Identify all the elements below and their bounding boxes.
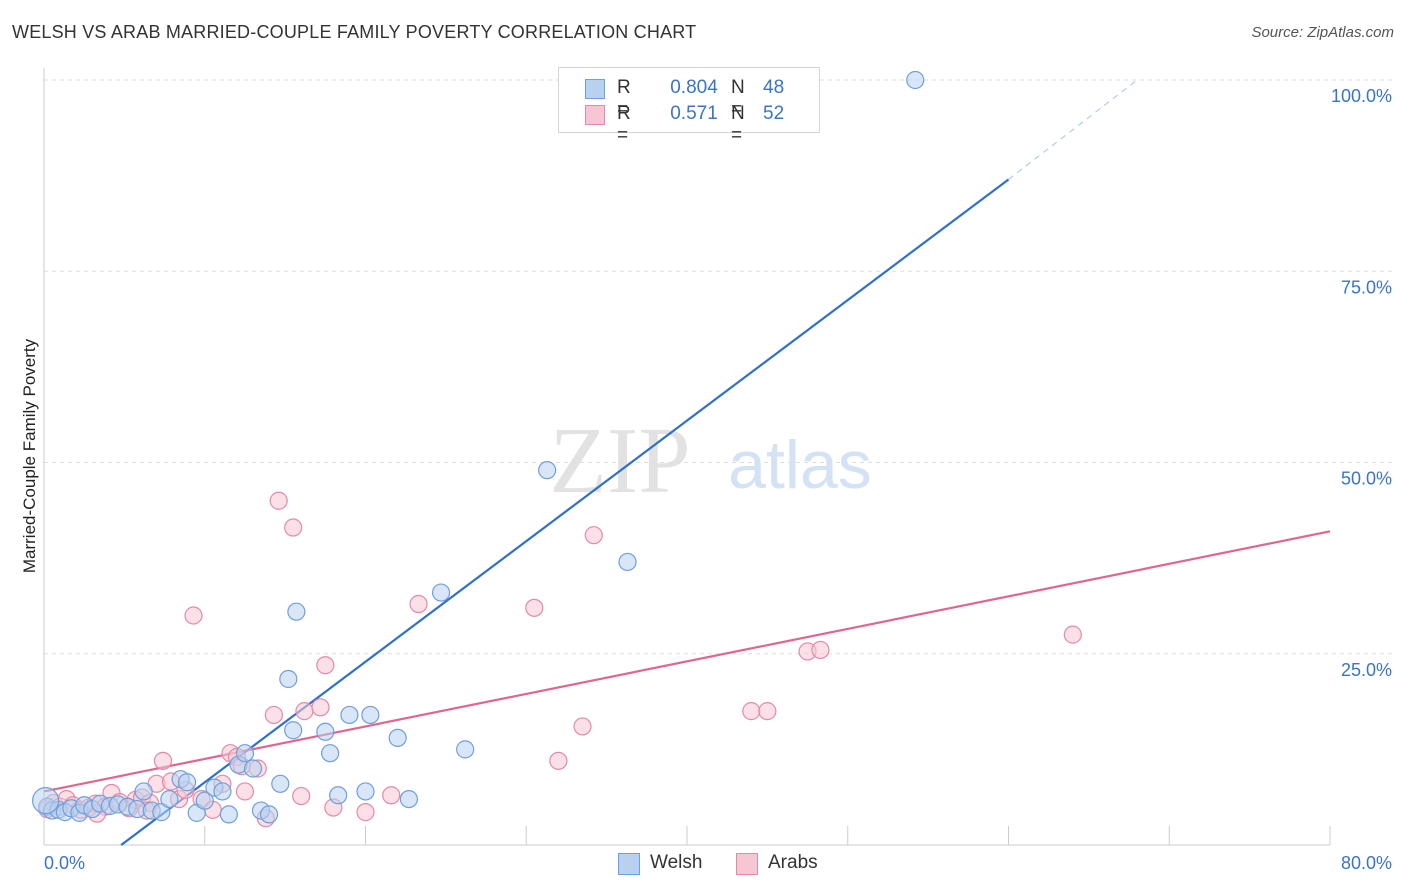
watermark-atlas: atlas [728, 427, 872, 503]
arabs-point [284, 518, 303, 537]
welsh-point [195, 791, 214, 810]
tick-labels: 25.0% 50.0% 75.0% 100.0% 0.0% 80.0% [44, 86, 1392, 873]
welsh-point [152, 803, 171, 822]
welsh-point [316, 722, 335, 741]
welsh-point [456, 740, 475, 759]
arabs-point [356, 803, 375, 822]
welsh-point [284, 721, 303, 740]
y-tick-label: 25.0% [1341, 660, 1392, 680]
welsh-point [361, 705, 380, 725]
arabs-point [295, 702, 314, 721]
arabs-point [264, 705, 283, 725]
watermark: ZIP atlas [550, 409, 872, 513]
welsh-point [287, 602, 306, 621]
welsh-point [235, 744, 255, 763]
arabs-point [742, 702, 761, 721]
arabs-r-value: 0.571 [670, 103, 718, 124]
arabs-point [525, 598, 544, 617]
welsh-point [388, 728, 407, 748]
arabs-point [311, 698, 330, 717]
arabs-point [292, 786, 311, 806]
welsh-point [134, 782, 153, 801]
arabs-point [573, 717, 592, 736]
arabs-point [584, 526, 603, 545]
welsh-r-value: 0.804 [670, 77, 718, 98]
axes [43, 68, 1331, 846]
arabs-point [811, 640, 830, 660]
welsh-point [538, 461, 557, 480]
welsh-point [279, 669, 298, 689]
arabs-point [409, 594, 428, 614]
trend-lines [43, 79, 1331, 846]
chart-title: WELSH VS ARAB MARRIED-COUPLE FAMILY POVE… [12, 22, 697, 42]
welsh-point [340, 705, 359, 725]
arabs-swatch [585, 105, 605, 125]
welsh-trend-extension [1008, 79, 1138, 180]
welsh-point [219, 805, 238, 824]
welsh-point [431, 583, 451, 602]
y-tick-label: 75.0% [1341, 277, 1392, 297]
welsh-point [177, 773, 197, 792]
welsh-point [271, 774, 290, 793]
x-tick-label: 0.0% [44, 853, 85, 873]
welsh-point [399, 789, 419, 809]
arabs-n-value: 52 [763, 103, 785, 124]
y-tick-label: 100.0% [1331, 86, 1392, 106]
welsh-legend-label: Welsh [650, 852, 703, 873]
arabs-n-label: N = [731, 103, 745, 146]
gridlines [44, 79, 1392, 655]
welsh-point [243, 759, 263, 778]
y-tick-label: 50.0% [1341, 469, 1392, 489]
arabs-trend-line [43, 530, 1331, 793]
arabs-legend-label: Arabs [768, 852, 818, 873]
arabs-r-label: R = [617, 103, 631, 146]
arabs-legend-swatch [736, 853, 758, 875]
welsh-point [160, 789, 179, 809]
welsh-point [356, 782, 375, 801]
arabs-point [153, 751, 173, 770]
arabs-point [269, 491, 288, 510]
y-axis-label: Married-Couple Family Poverty [20, 338, 39, 574]
welsh-n-value: 48 [763, 77, 785, 98]
stats-legend: R = 0.804 N = 48 R = 0.571 N = 52 [558, 67, 820, 146]
welsh-point [32, 787, 60, 815]
welsh-r-label: R = [617, 77, 631, 120]
source-label: Source: ZipAtlas.com [1251, 24, 1394, 41]
arabs-point [235, 782, 255, 801]
watermark-zip: ZIP [550, 409, 691, 513]
welsh-point [329, 786, 348, 805]
arabs-point [758, 702, 777, 721]
welsh-point [259, 805, 279, 824]
welsh-legend-swatch [618, 853, 640, 875]
arabs-point [1063, 625, 1082, 644]
welsh-point [213, 782, 232, 801]
arabs-point [184, 606, 203, 625]
x-tick-label: 80.0% [1341, 853, 1392, 873]
arabs-point [549, 751, 568, 770]
welsh-point [618, 552, 637, 572]
arabs-point [316, 656, 335, 675]
welsh-point [906, 70, 925, 90]
arabs-point [382, 786, 401, 805]
welsh-n-label: N = [731, 77, 745, 120]
welsh-trend-line [120, 178, 1010, 846]
welsh-point [321, 744, 340, 763]
welsh-swatch [585, 79, 605, 99]
